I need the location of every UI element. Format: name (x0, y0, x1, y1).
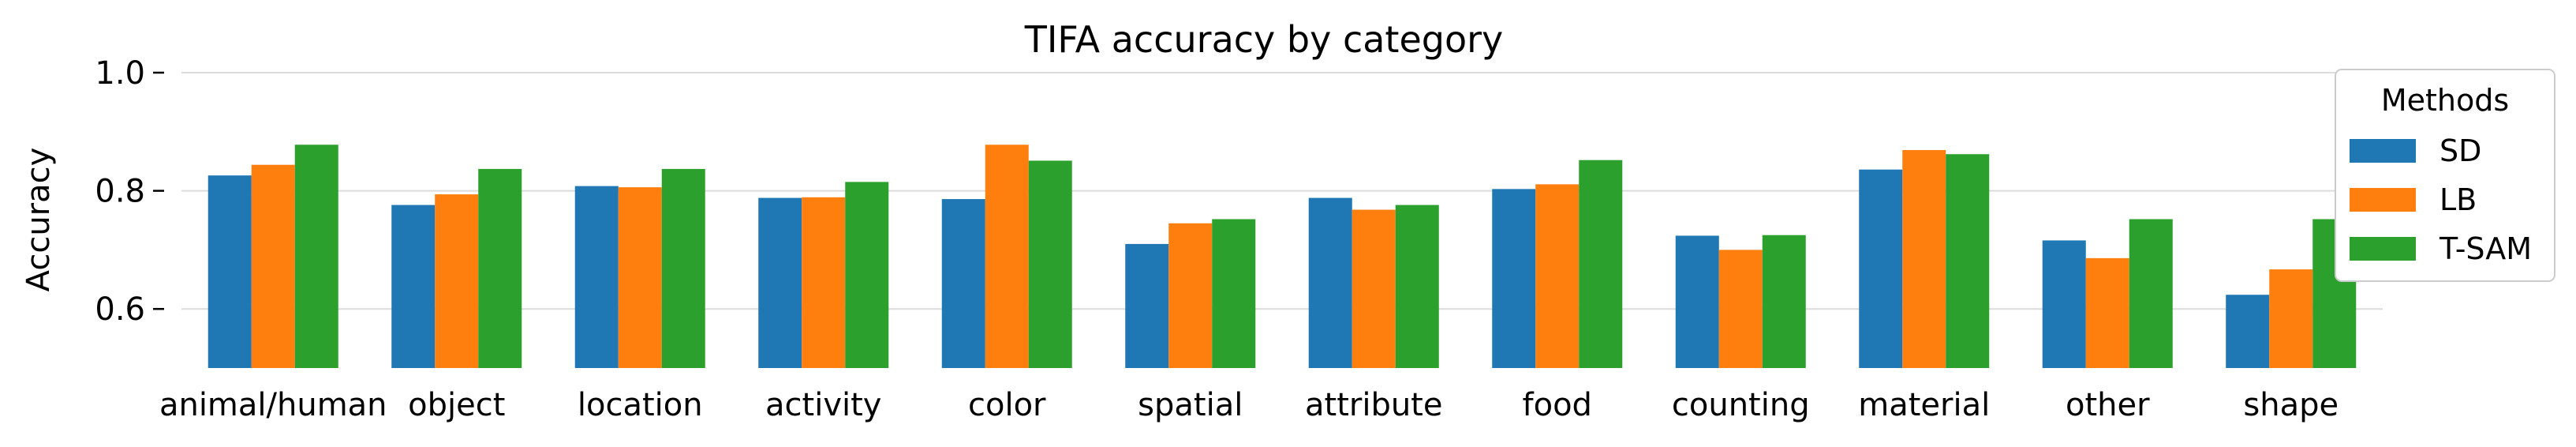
bar-t-sam-1 (478, 168, 522, 368)
bar-sd-6 (1308, 197, 1352, 368)
bar-sd-11 (2226, 295, 2270, 368)
bar-sd-9 (1859, 169, 1903, 368)
legend-frame (2335, 69, 2555, 282)
bar-lb-6 (1352, 209, 1396, 368)
legend-label-sd: SD (2440, 133, 2481, 168)
bar-lb-0 (251, 164, 295, 369)
bar-lb-2 (618, 187, 662, 368)
bars-layer (208, 145, 2357, 369)
chart-title: TIFA accuracy by category (1024, 18, 1504, 61)
legend: Methods SD LB T-SAM (2335, 69, 2555, 282)
bar-sd-8 (1675, 235, 1719, 368)
y-axis-label: Accuracy (21, 148, 57, 292)
bar-lb-7 (1535, 184, 1580, 368)
x-tick-label: animal/human (159, 387, 387, 423)
x-tick-label: material (1858, 387, 1990, 423)
bar-t-sam-8 (1762, 235, 1806, 368)
bar-sd-0 (208, 175, 252, 368)
bar-lb-1 (435, 194, 479, 368)
bar-t-sam-5 (1212, 219, 1256, 368)
bar-sd-10 (2042, 240, 2086, 368)
bar-lb-4 (985, 145, 1029, 369)
x-tick-label: spatial (1138, 387, 1243, 423)
legend-label-lb: LB (2440, 182, 2477, 217)
bar-t-sam-7 (1579, 160, 1623, 369)
x-tick-label: object (408, 387, 505, 423)
x-tick-label: location (578, 387, 703, 423)
legend-title: Methods (2381, 83, 2509, 118)
x-tick-label: shape (2243, 387, 2339, 423)
y-tick-label: 0.6 (95, 291, 145, 328)
bar-t-sam-6 (1395, 205, 1439, 368)
y-axis: 0.6 0.8 1.0 (95, 55, 164, 328)
bar-lb-9 (1902, 149, 1946, 368)
bar-sd-3 (758, 197, 802, 368)
bar-lb-3 (802, 197, 846, 368)
bar-t-sam-4 (1028, 160, 1072, 368)
legend-label-t-sam: T-SAM (2439, 231, 2532, 266)
legend-swatch-lb (2350, 188, 2416, 212)
x-tick-label: attribute (1305, 387, 1442, 423)
bar-lb-5 (1168, 223, 1213, 368)
bar-lb-10 (2085, 257, 2129, 368)
bar-t-sam-2 (661, 168, 705, 368)
bar-sd-1 (391, 205, 436, 368)
y-tick-label: 0.8 (95, 174, 145, 210)
legend-swatch-sd (2350, 139, 2416, 163)
bar-t-sam-0 (294, 145, 338, 369)
bar-t-sam-9 (1946, 154, 1990, 368)
x-tick-label: food (1523, 387, 1592, 423)
bar-sd-4 (941, 199, 985, 368)
y-tick-label: 1.0 (95, 55, 145, 92)
bar-sd-2 (574, 186, 619, 368)
bar-lb-11 (2269, 269, 2313, 368)
bar-lb-8 (1718, 250, 1763, 368)
bar-t-sam-3 (845, 182, 889, 368)
grid-layer (181, 72, 2383, 310)
legend-items: SD LB T-SAM (2350, 133, 2532, 266)
legend-swatch-t-sam (2350, 237, 2416, 261)
bar-t-sam-10 (2129, 219, 2173, 368)
x-axis: animal/human object location activity color s… (159, 387, 2339, 423)
x-tick-label: other (2066, 387, 2150, 423)
x-tick-label: activity (765, 387, 881, 423)
x-tick-label: counting (1672, 387, 1810, 423)
x-tick-label: color (968, 387, 1046, 423)
bar-sd-7 (1492, 189, 1536, 368)
bar-sd-5 (1125, 243, 1169, 368)
